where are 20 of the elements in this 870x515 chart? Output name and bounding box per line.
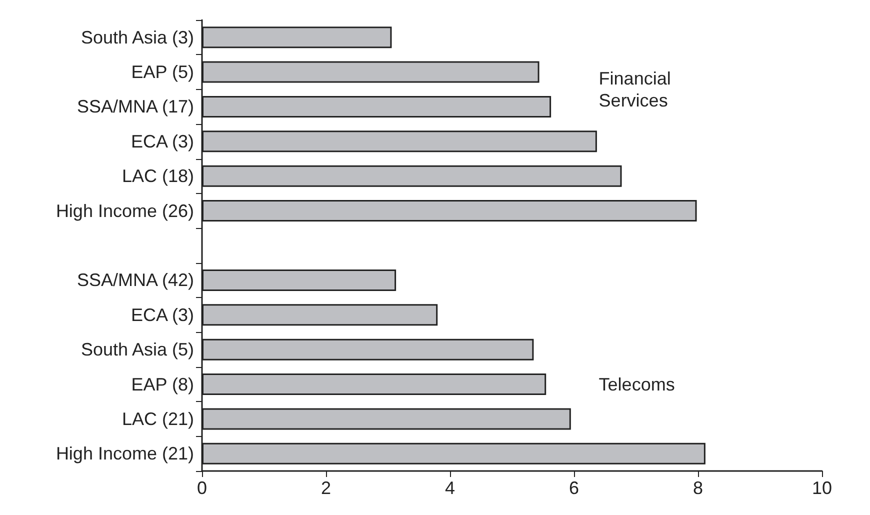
x-tick-label: 4: [444, 478, 456, 498]
y-tick-label: ECA (3): [130, 304, 194, 325]
y-tick-label: High Income (26): [56, 200, 194, 221]
x-tick-label: 0: [196, 478, 208, 498]
x-tick-label: 6: [568, 478, 580, 498]
x-tick-label: 2: [320, 478, 332, 498]
y-tick-label: EAP (8): [131, 374, 194, 394]
y-tick-label: South Asia (5): [80, 340, 194, 360]
y-tick-label: High Income (21): [56, 444, 194, 464]
x-tick-label: 8: [692, 478, 704, 498]
x-tick-label: 10: [812, 478, 832, 498]
y-tick-label: ECA (3): [130, 131, 194, 152]
annotation: Financial Services: [598, 68, 671, 110]
y-tick-label: SSA/MNA (17): [76, 96, 194, 117]
y-tick-label: SSA/MNA (42): [76, 270, 194, 290]
annotation: Telecoms: [598, 374, 675, 394]
y-tick-label: LAC (18): [122, 166, 194, 186]
y-tick-label: South Asia (3): [80, 27, 194, 48]
y-tick-label: EAP (5): [131, 62, 194, 82]
y-tick-label: LAC (21): [122, 408, 194, 429]
